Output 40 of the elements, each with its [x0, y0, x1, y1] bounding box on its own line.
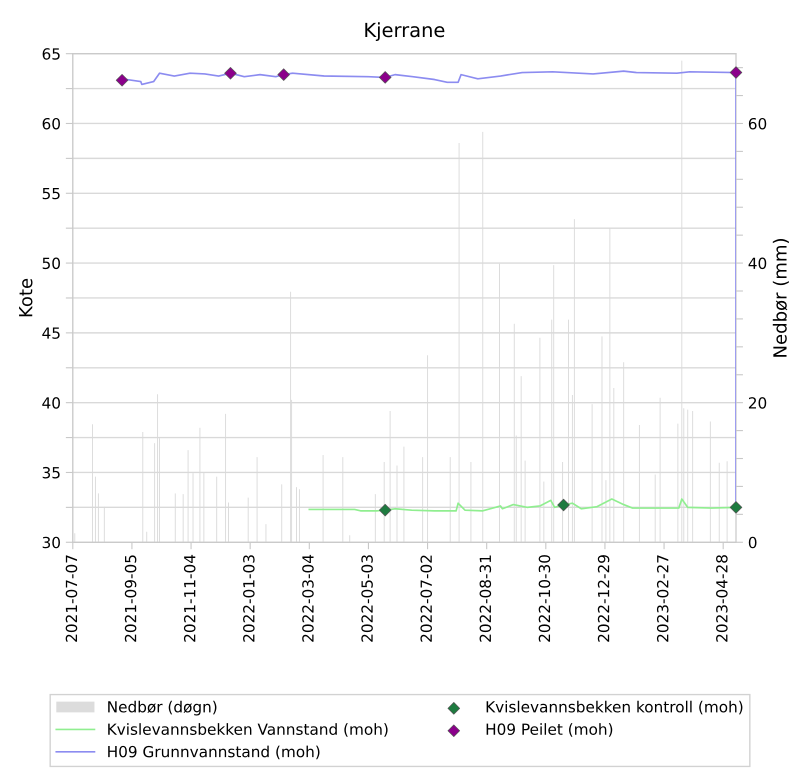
- x-tick-label: 2022-05-03: [361, 555, 373, 642]
- x-tick-label: 2023-04-28: [716, 555, 728, 642]
- x-tick-label: 2022-01-03: [243, 555, 255, 642]
- x-tick-label: 2023-02-27: [656, 555, 668, 642]
- y-tick-label: 40: [42, 397, 60, 409]
- legend-label: Kvislevannsbekken kontroll (moh): [486, 700, 742, 714]
- y-axis-title: Kote: [19, 278, 32, 316]
- y2-tick-label: 40: [748, 258, 766, 270]
- y2-tick-label: 0: [748, 536, 757, 548]
- legend-label: Kvislevannsbekken Vannstand (moh): [108, 723, 388, 737]
- point: [730, 66, 742, 79]
- x-tick-label: 2021-11-04: [184, 554, 196, 642]
- x-tick-label: 2022-10-30: [538, 555, 550, 642]
- y2-tick-label: 60: [748, 118, 766, 130]
- point: [116, 74, 128, 86]
- x-tick-label: 2022-07-02: [420, 556, 432, 642]
- chart-title: Kjerrane: [365, 22, 444, 42]
- x-tick-label: 2021-09-05: [124, 555, 136, 642]
- y2-tick-label: 20: [748, 397, 766, 409]
- y-tick-label: 60: [42, 118, 60, 130]
- point: [557, 498, 570, 512]
- x-tick-label: 2022-08-31: [480, 555, 492, 642]
- point: [378, 71, 392, 84]
- legend-label: H09 Peilet (moh): [486, 723, 612, 737]
- y2-axis-title: Nedbør (mm): [772, 239, 789, 357]
- x-tick-label: 2022-03-04: [302, 554, 314, 642]
- point: [277, 68, 290, 81]
- x-tick-label: 2022-12-29: [598, 555, 610, 642]
- point: [730, 501, 742, 514]
- x-tick-label: 2021-07-07: [66, 555, 78, 642]
- y-tick-label: 50: [42, 258, 60, 270]
- y-tick-label: 30: [42, 536, 60, 548]
- y-tick-label: 35: [42, 466, 60, 478]
- legend-label: H09 Grunnvannstand (moh): [108, 746, 320, 760]
- legend-label: Nedbør (døgn): [108, 700, 216, 716]
- y-tick-label: 55: [42, 188, 60, 200]
- point: [224, 66, 237, 80]
- point: [378, 504, 392, 516]
- y-tick-label: 65: [42, 48, 60, 60]
- y-tick-label: 45: [42, 328, 60, 339]
